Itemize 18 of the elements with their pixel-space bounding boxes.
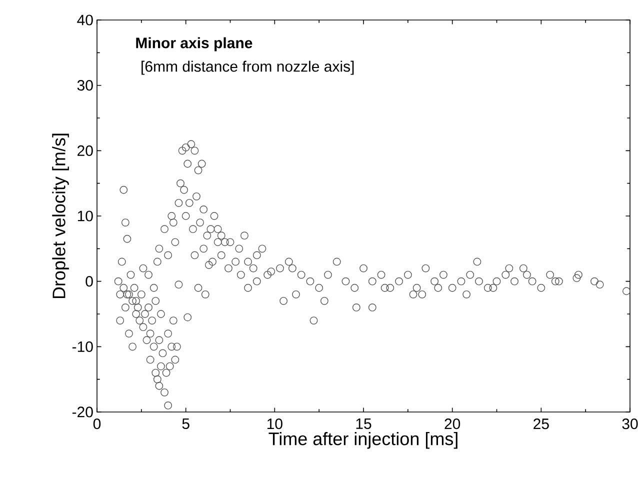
y-tick-label: -20: [72, 406, 93, 418]
annotation: Minor axis plane: [136, 37, 252, 52]
x-axis-title: Time after injection [ms]: [268, 432, 458, 449]
annotation: [6mm distance from nozzle axis]: [142, 60, 354, 75]
y-tick-label: 30: [77, 80, 93, 91]
x-tick-label: 25: [534, 418, 549, 430]
x-tick-label: 10: [267, 418, 282, 430]
y-tick-label: 40: [77, 14, 93, 26]
y-axis-title: Droplet velocity [m/s]: [52, 134, 69, 298]
x-tick-label: 0: [93, 418, 101, 430]
x-tick-label: 5: [182, 418, 190, 429]
y-tick-label: 10: [78, 210, 93, 222]
x-tick-label: 30: [622, 418, 638, 430]
y-tick-label: 20: [78, 145, 93, 156]
x-tick-label: 20: [444, 418, 460, 430]
y-tick-label: -10: [72, 341, 93, 352]
x-tick-label: 15: [356, 418, 372, 429]
y-tick-label: 0: [86, 276, 93, 287]
